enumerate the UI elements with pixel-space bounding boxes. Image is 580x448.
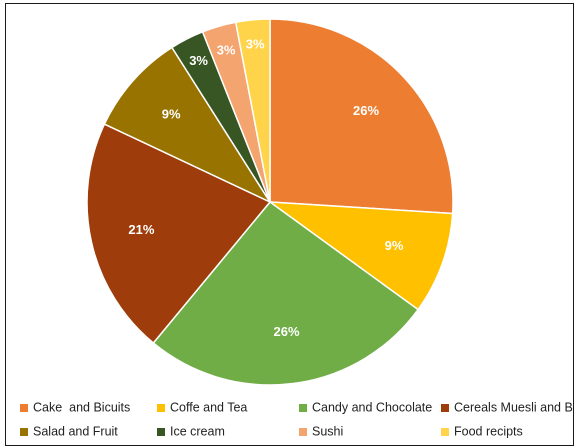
legend-label-2: Coffe and Tea	[170, 400, 247, 414]
legend-entry-3: Candy and Chocolate	[299, 400, 432, 414]
pie-label-3: 26%	[273, 324, 299, 339]
legend-entry-8: Food recipts	[441, 424, 523, 438]
legend-label-4: Cereals Muesli and Bar	[454, 400, 573, 414]
pie-slices	[86, 18, 454, 386]
pie-label-4: 21%	[128, 222, 154, 237]
chart-frame: 26% 9% 26% 21% 9% 3% 3% 3% Cake and Bicuits Coff…	[5, 3, 574, 446]
legend-label-1: Cake and Bicuits	[33, 400, 130, 414]
pie-label-6: 3%	[189, 53, 208, 68]
legend-entry-1: Cake and Bicuits	[20, 400, 130, 414]
legend-entry-6: Ice cream	[157, 424, 225, 438]
legend-entry-5: Salad and Fruit	[20, 424, 118, 438]
pie-label-8: 3%	[246, 37, 265, 52]
pie-slice-2	[267, 201, 454, 311]
legend-entry-4: Cereals Muesli and Bar	[441, 400, 573, 414]
legend-label-5: Salad and Fruit	[33, 424, 118, 438]
pie-slice-8	[234, 18, 271, 203]
legend-swatch-2	[157, 404, 165, 412]
legend-label-7: Sushi	[312, 424, 343, 438]
legend-entry-2: Coffe and Tea	[157, 400, 247, 414]
pie-slice-5	[103, 46, 273, 204]
legend-swatch-8	[441, 428, 449, 436]
pie-slice-4	[86, 123, 272, 345]
legend-label-6: Ice cream	[170, 424, 225, 438]
pie-labels: 26% 9% 26% 21% 9% 3% 3% 3%	[128, 37, 403, 339]
legend-swatch-4	[441, 404, 449, 412]
legend: Cake and Bicuits Coffe and Tea Candy and C…	[20, 400, 573, 438]
legend-label-3: Candy and Chocolate	[312, 400, 432, 414]
legend-swatch-5	[20, 428, 28, 436]
legend-entry-7: Sushi	[299, 424, 343, 438]
pie-label-5: 9%	[162, 106, 181, 121]
pie-label-1: 26%	[353, 103, 379, 118]
pie-slice-1	[269, 18, 454, 215]
legend-swatch-6	[157, 428, 165, 436]
pie-label-2: 9%	[385, 238, 404, 253]
pie-chart: 26% 9% 26% 21% 9% 3% 3% 3% Cake and Bicuits Coff…	[20, 18, 573, 438]
legend-label-8: Food recipts	[454, 424, 523, 438]
legend-swatch-7	[299, 428, 307, 436]
pie-slice-3	[152, 200, 420, 386]
pie-label-7: 3%	[217, 42, 236, 57]
legend-swatch-1	[20, 404, 28, 412]
legend-swatch-3	[299, 404, 307, 412]
